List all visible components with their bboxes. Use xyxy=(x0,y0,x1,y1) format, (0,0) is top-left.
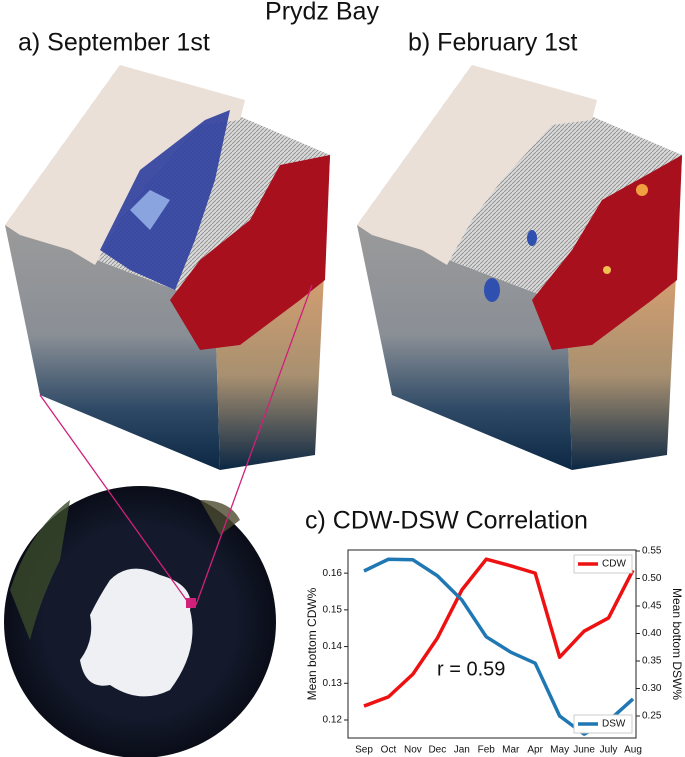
legend-box xyxy=(573,714,633,734)
chart-title: c) CDW-DSW Correlation xyxy=(305,507,588,535)
y2-axis-label: Mean bottom DSW% xyxy=(670,588,684,700)
y2-tick-label: 0.55 xyxy=(642,546,662,557)
y-tick-label: 0.13 xyxy=(323,678,343,689)
line xyxy=(363,557,635,708)
y-axis-label: Mean bottom CDW% xyxy=(305,587,319,700)
render-b xyxy=(357,65,682,470)
y-tick-label: 0.15 xyxy=(323,604,343,615)
x-tick-label: Mar xyxy=(502,745,520,756)
panel-label: b) February 1st xyxy=(408,29,578,57)
y-tick-label: 0.16 xyxy=(323,568,343,579)
x-tick-label: Sep xyxy=(355,745,373,756)
plot-frame xyxy=(347,549,637,739)
x-tick-label: Aug xyxy=(624,745,642,756)
x-tick-label: Oct xyxy=(381,745,397,756)
x-tick-label: Dec xyxy=(428,745,446,756)
line xyxy=(363,557,635,736)
y-tick-label: 0.14 xyxy=(323,641,343,652)
x-tick-label: Apr xyxy=(527,745,543,756)
legend-label: CDW xyxy=(602,559,626,570)
y2-tick-label: 0.50 xyxy=(642,573,662,584)
globe xyxy=(4,284,313,757)
y2-tick-label: 0.45 xyxy=(642,601,662,612)
x-tick-label: Jan xyxy=(454,745,470,756)
figure-title: Prydz Bay xyxy=(265,0,379,26)
y2-tick-label: 0.40 xyxy=(642,628,662,639)
legend-label: DSW xyxy=(602,719,626,730)
y2-tick-label: 0.30 xyxy=(642,683,662,694)
annotation: r = 0.59 xyxy=(437,658,505,680)
x-tick-label: Feb xyxy=(478,745,496,756)
legend-box xyxy=(573,554,633,574)
panel-label: a) September 1st xyxy=(18,29,210,57)
x-tick-label: July xyxy=(600,745,618,756)
x-tick-label: Nov xyxy=(404,745,422,756)
x-tick-label: May xyxy=(550,745,569,756)
x-tick-label: June xyxy=(573,745,595,756)
y2-tick-label: 0.25 xyxy=(642,711,662,722)
chart: c) CDW-DSW Correlation 0.12 0.13 0.14 0.15 0… xyxy=(305,507,684,756)
y2-tick-label: 0.35 xyxy=(642,656,662,667)
y-tick-label: 0.12 xyxy=(323,715,343,726)
render-a xyxy=(5,65,330,470)
